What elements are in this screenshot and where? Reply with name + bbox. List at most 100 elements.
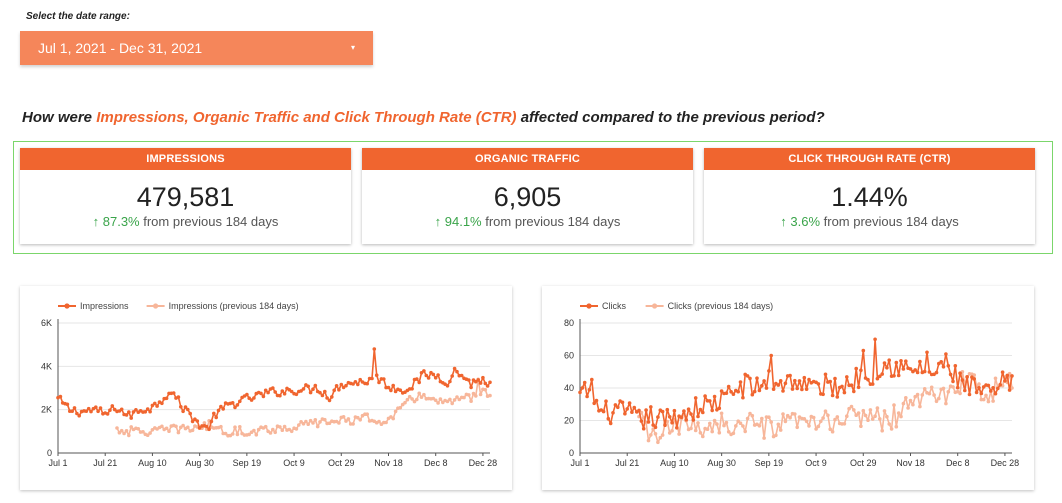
data-point (892, 403, 896, 407)
data-point (119, 428, 124, 433)
data-point (882, 409, 887, 413)
date-range-dropdown[interactable]: Jul 1, 2021 - Dec 31, 2021 ▾ (20, 31, 373, 65)
data-point (384, 420, 388, 425)
data-point (870, 417, 875, 421)
y-tick-label: 6K (41, 318, 52, 328)
kpi-delta: ↑ 3.6% from previous 184 days (704, 214, 1035, 229)
data-point (452, 398, 457, 402)
data-point (459, 373, 464, 378)
data-point (585, 394, 589, 399)
data-point (273, 430, 277, 435)
data-point (278, 425, 282, 429)
data-point (878, 417, 882, 421)
data-point (263, 424, 268, 429)
data-point (143, 410, 148, 414)
data-point (320, 393, 325, 398)
data-point (625, 407, 629, 411)
data-point (337, 421, 341, 425)
data-point (934, 370, 939, 375)
data-point (183, 405, 188, 409)
legend-label: Impressions (previous 184 days) (169, 301, 299, 311)
x-tick-label: Aug 10 (660, 458, 689, 468)
data-point (266, 390, 270, 395)
x-tick-label: Aug 10 (138, 458, 167, 468)
data-point (247, 396, 251, 400)
data-point (696, 414, 700, 419)
data-point (651, 423, 655, 427)
x-tick-label: Nov 18 (896, 458, 925, 468)
legend-label: Impressions (80, 301, 129, 311)
data-point (880, 372, 884, 376)
data-point (660, 433, 665, 437)
data-point (145, 433, 150, 437)
data-point (960, 378, 965, 382)
data-point (365, 381, 370, 386)
data-point (958, 371, 962, 375)
data-point (842, 390, 847, 395)
data-point (750, 413, 755, 418)
data-point (880, 428, 884, 433)
data-point (455, 395, 459, 399)
data-point (412, 399, 417, 404)
data-point (941, 365, 946, 369)
data-point (280, 389, 285, 393)
data-point (918, 359, 922, 364)
data-point (757, 388, 762, 393)
data-point (620, 400, 625, 405)
arrow-up-icon: ↑ (780, 214, 787, 229)
question-highlight: Impressions, Organic Traffic and Click T… (96, 109, 517, 126)
data-point (717, 430, 722, 435)
data-point (861, 408, 866, 413)
data-point (148, 409, 152, 414)
data-point (896, 373, 901, 378)
data-point (734, 424, 738, 428)
data-point (967, 392, 972, 397)
data-point (351, 382, 355, 386)
data-point (70, 409, 74, 413)
data-point (75, 411, 79, 416)
data-point (852, 408, 856, 412)
data-point (922, 387, 927, 391)
data-point (736, 389, 740, 394)
data-point (986, 383, 991, 388)
data-point (323, 389, 327, 394)
y-tick-label: 80 (564, 318, 574, 328)
data-point (318, 420, 322, 424)
data-point (188, 411, 192, 416)
data-point (374, 373, 379, 377)
data-point (271, 427, 275, 432)
data-point (391, 416, 396, 421)
data-point (800, 387, 804, 392)
data-point (592, 401, 596, 406)
data-point (84, 409, 89, 413)
data-point (899, 414, 903, 419)
data-point (757, 424, 762, 428)
data-point (311, 421, 315, 425)
data-point (637, 408, 641, 413)
data-point (1007, 388, 1012, 392)
x-tick-label: Jul 1 (48, 458, 67, 468)
data-point (854, 413, 858, 417)
data-point (238, 399, 242, 404)
data-point (941, 386, 946, 391)
data-point (150, 403, 155, 408)
x-tick-label: Sep 19 (755, 458, 784, 468)
data-point (323, 417, 327, 422)
data-point (993, 391, 998, 396)
data-point (663, 423, 667, 427)
data-point (313, 418, 318, 422)
section-question: How were Impressions, Organic Traffic an… (22, 109, 825, 126)
data-point (445, 399, 450, 404)
data-point (604, 399, 608, 403)
data-point (715, 422, 719, 426)
data-point (391, 383, 396, 388)
data-point (214, 415, 218, 420)
data-point (124, 429, 129, 433)
data-point (160, 424, 164, 429)
kpi-delta-value: 87.3% (102, 214, 140, 229)
data-point (419, 395, 424, 399)
data-point (616, 405, 620, 410)
data-point (875, 406, 880, 410)
data-point (485, 384, 490, 388)
data-point (925, 350, 929, 355)
